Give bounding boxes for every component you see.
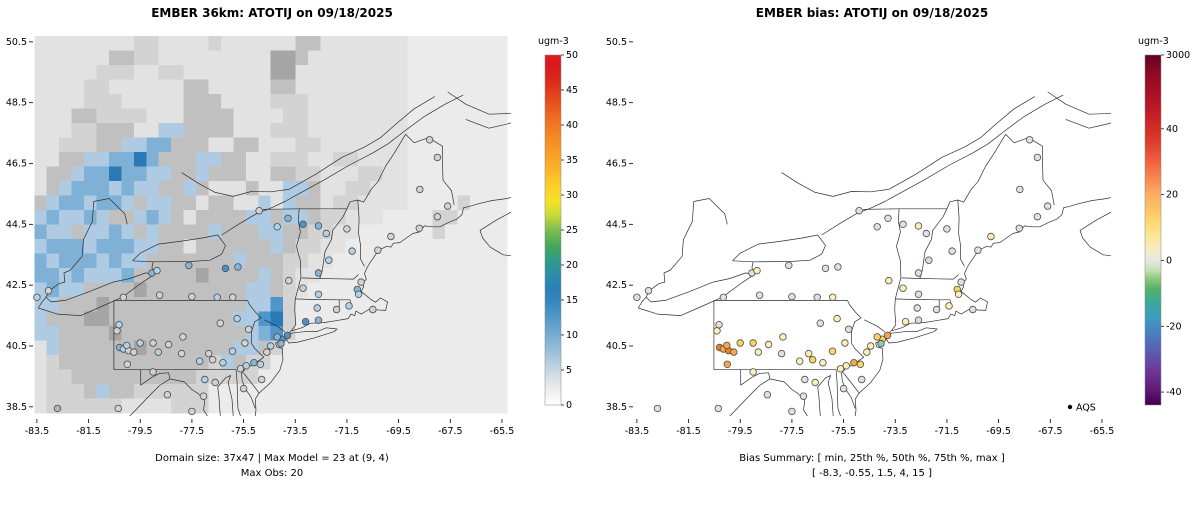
- model-colorbar-title: ugm-3: [538, 36, 569, 47]
- svg-text:45: 45: [566, 85, 578, 96]
- aqs-legend-dot: [1067, 404, 1073, 410]
- svg-text:38.5: 38.5: [606, 402, 627, 413]
- bias-colorbar-title: ugm-3: [1138, 36, 1169, 47]
- svg-text:-73.5: -73.5: [883, 426, 908, 437]
- model-map-figure: EMBER 36km: ATOTIJ on 09/18/2025 ugm-3 D…: [6, 6, 578, 479]
- svg-text:40.5: 40.5: [6, 341, 27, 352]
- bias-caption-line1: Bias Summary: [ min, 25th %, 50th %, 75t…: [739, 453, 1005, 464]
- svg-text:-79.5: -79.5: [728, 426, 753, 437]
- bias-panel: EMBER bias: ATOTIJ on 09/18/2025 ugm-3 B…: [600, 0, 1200, 502]
- aqs-legend-label: AQS: [1076, 403, 1096, 414]
- svg-text:-65.5: -65.5: [490, 426, 515, 437]
- svg-text:38.5: 38.5: [6, 402, 27, 413]
- svg-text:42.5: 42.5: [6, 280, 27, 291]
- svg-text:-40: -40: [1166, 387, 1182, 398]
- svg-text:-79.5: -79.5: [128, 426, 153, 437]
- svg-text:48.5: 48.5: [606, 98, 627, 109]
- svg-text:30: 30: [566, 190, 578, 201]
- svg-text:25: 25: [566, 225, 578, 236]
- model-caption-line1: Domain size: 37x47 | Max Model = 23 at (…: [155, 453, 389, 464]
- svg-text:-71.5: -71.5: [935, 426, 960, 437]
- svg-text:10: 10: [566, 330, 578, 341]
- svg-text:20: 20: [1166, 190, 1178, 201]
- svg-text:-73.5: -73.5: [283, 426, 308, 437]
- svg-text:35: 35: [566, 155, 578, 166]
- svg-text:5: 5: [566, 365, 572, 376]
- svg-text:40: 40: [566, 120, 578, 131]
- svg-text:-69.5: -69.5: [386, 426, 411, 437]
- svg-text:50.5: 50.5: [606, 37, 627, 48]
- svg-text:-81.5: -81.5: [676, 426, 701, 437]
- svg-text:-67.5: -67.5: [438, 426, 463, 437]
- svg-text:0: 0: [1166, 255, 1172, 266]
- svg-text:44.5: 44.5: [6, 219, 27, 230]
- svg-text:42.5: 42.5: [606, 280, 627, 291]
- svg-text:-75.5: -75.5: [231, 426, 256, 437]
- svg-text:40: 40: [1166, 124, 1178, 135]
- svg-text:15: 15: [566, 295, 578, 306]
- svg-text:-71.5: -71.5: [335, 426, 360, 437]
- svg-text:-75.5: -75.5: [831, 426, 856, 437]
- svg-text:20: 20: [566, 260, 578, 271]
- model-panel: EMBER 36km: ATOTIJ on 09/18/2025 ugm-3 D…: [0, 0, 600, 502]
- svg-text:40.5: 40.5: [606, 341, 627, 352]
- svg-text:-77.5: -77.5: [780, 426, 805, 437]
- svg-text:-20: -20: [1166, 321, 1182, 332]
- svg-text:44.5: 44.5: [606, 219, 627, 230]
- model-caption-line2: Max Obs: 20: [241, 468, 304, 479]
- svg-text:50.5: 50.5: [6, 37, 27, 48]
- svg-text:-81.5: -81.5: [76, 426, 101, 437]
- svg-text:-77.5: -77.5: [180, 426, 205, 437]
- svg-text:-65.5: -65.5: [1090, 426, 1115, 437]
- model-title: EMBER 36km: ATOTIJ on 09/18/2025: [151, 6, 393, 20]
- svg-text:46.5: 46.5: [606, 159, 627, 170]
- svg-text:3000: 3000: [1166, 50, 1190, 61]
- svg-text:46.5: 46.5: [6, 159, 27, 170]
- svg-text:50: 50: [566, 50, 578, 61]
- svg-text:-69.5: -69.5: [986, 426, 1011, 437]
- svg-text:-83.5: -83.5: [25, 426, 50, 437]
- svg-text:-83.5: -83.5: [625, 426, 650, 437]
- svg-text:0: 0: [566, 400, 572, 411]
- bias-map-figure: EMBER bias: ATOTIJ on 09/18/2025 ugm-3 B…: [606, 6, 1190, 479]
- svg-text:48.5: 48.5: [6, 98, 27, 109]
- svg-text:-67.5: -67.5: [1038, 426, 1063, 437]
- bias-caption-line2: [ -8.3, -0.55, 1.5, 4, 15 ]: [812, 468, 932, 479]
- bias-title: EMBER bias: ATOTIJ on 09/18/2025: [756, 6, 988, 20]
